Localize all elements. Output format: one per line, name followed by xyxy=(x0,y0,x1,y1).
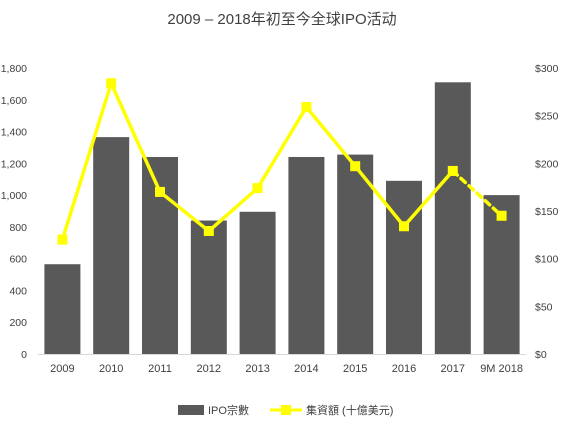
legend-line-label: 集資額 (十億美元) xyxy=(306,403,393,417)
bar-2017 xyxy=(434,82,471,355)
point-2009 xyxy=(57,234,68,245)
line-segment xyxy=(402,169,455,229)
legend: IPO宗數 集資額 (十億美元) xyxy=(178,403,393,417)
y-right-tick-label: $200 xyxy=(535,158,559,170)
y-left-tick-label: 200 xyxy=(9,317,27,329)
axis-layer: 2009 2010 2011 2012 2013 2014 2015 2016 2017 9M 2… xyxy=(1,63,559,375)
y-right-tick-label: $100 xyxy=(535,254,559,266)
line-segment xyxy=(304,105,357,168)
x-tick-label: 2014 xyxy=(294,363,318,375)
x-tick-label: 2010 xyxy=(99,363,123,375)
bar-2011 xyxy=(142,156,178,354)
y-left-tick-label: 1,600 xyxy=(1,95,27,107)
line-segment xyxy=(255,105,309,190)
legend-line-marker xyxy=(281,405,291,415)
bar-2009 xyxy=(44,264,81,354)
y-left-tick-label: 600 xyxy=(9,254,27,266)
bar-2012 xyxy=(190,220,227,354)
point-2014 xyxy=(301,102,312,113)
point-9m-2018 xyxy=(496,210,507,221)
point-2011 xyxy=(155,186,165,197)
x-tick-label: 2009 xyxy=(50,363,74,375)
point-2016 xyxy=(399,221,409,232)
line-layer xyxy=(57,78,507,245)
x-tick-label: 2011 xyxy=(148,363,172,375)
point-2010 xyxy=(106,78,117,89)
y-left-tick-label: 1,400 xyxy=(1,127,27,139)
x-tick-label: 2012 xyxy=(197,363,221,375)
bar-9m-2018 xyxy=(483,195,520,354)
y-left-tick-label: 1,800 xyxy=(1,63,27,75)
legend-bar-label: IPO宗數 xyxy=(208,403,249,417)
x-tick-label: 9M 2018 xyxy=(480,363,523,375)
bar-2015 xyxy=(337,154,374,354)
x-tick-label: 2016 xyxy=(392,363,416,375)
y-right-tick-label: $300 xyxy=(535,63,559,75)
bar-2010 xyxy=(93,137,130,354)
bars-layer xyxy=(44,82,520,355)
x-tick-label: 2017 xyxy=(441,363,465,375)
y-right-tick-label: $150 xyxy=(535,206,559,218)
bar-2016 xyxy=(386,180,422,354)
x-tick-label: 2013 xyxy=(245,363,269,375)
y-left-tick-label: 800 xyxy=(9,222,27,234)
point-2012 xyxy=(203,226,214,237)
y-left-tick-label: 400 xyxy=(9,285,27,297)
point-2015 xyxy=(350,161,361,172)
y-left-tick-label: 1,200 xyxy=(1,158,27,170)
y-right-tick-label: $250 xyxy=(535,111,559,123)
point-2013 xyxy=(252,183,263,194)
line-segment xyxy=(60,81,113,242)
y-right-tick-label: $0 xyxy=(535,349,547,361)
y-left-tick-label: 0 xyxy=(21,349,27,361)
point-2017 xyxy=(447,165,458,176)
chart-title: 2009 – 2018年初至今全球IPO活动 xyxy=(167,10,396,28)
legend-bar-swatch xyxy=(178,405,204,415)
line-segment xyxy=(158,190,211,233)
y-left-tick-label: 1,000 xyxy=(1,190,27,202)
bar-2014 xyxy=(288,156,325,354)
line-segment xyxy=(207,186,260,233)
x-tick-label: 2015 xyxy=(343,363,367,375)
line-segment xyxy=(353,164,406,229)
y-right-tick-label: $50 xyxy=(535,301,553,313)
line-segment xyxy=(451,169,504,218)
bar-2013 xyxy=(239,211,276,354)
line-segment xyxy=(109,81,162,194)
